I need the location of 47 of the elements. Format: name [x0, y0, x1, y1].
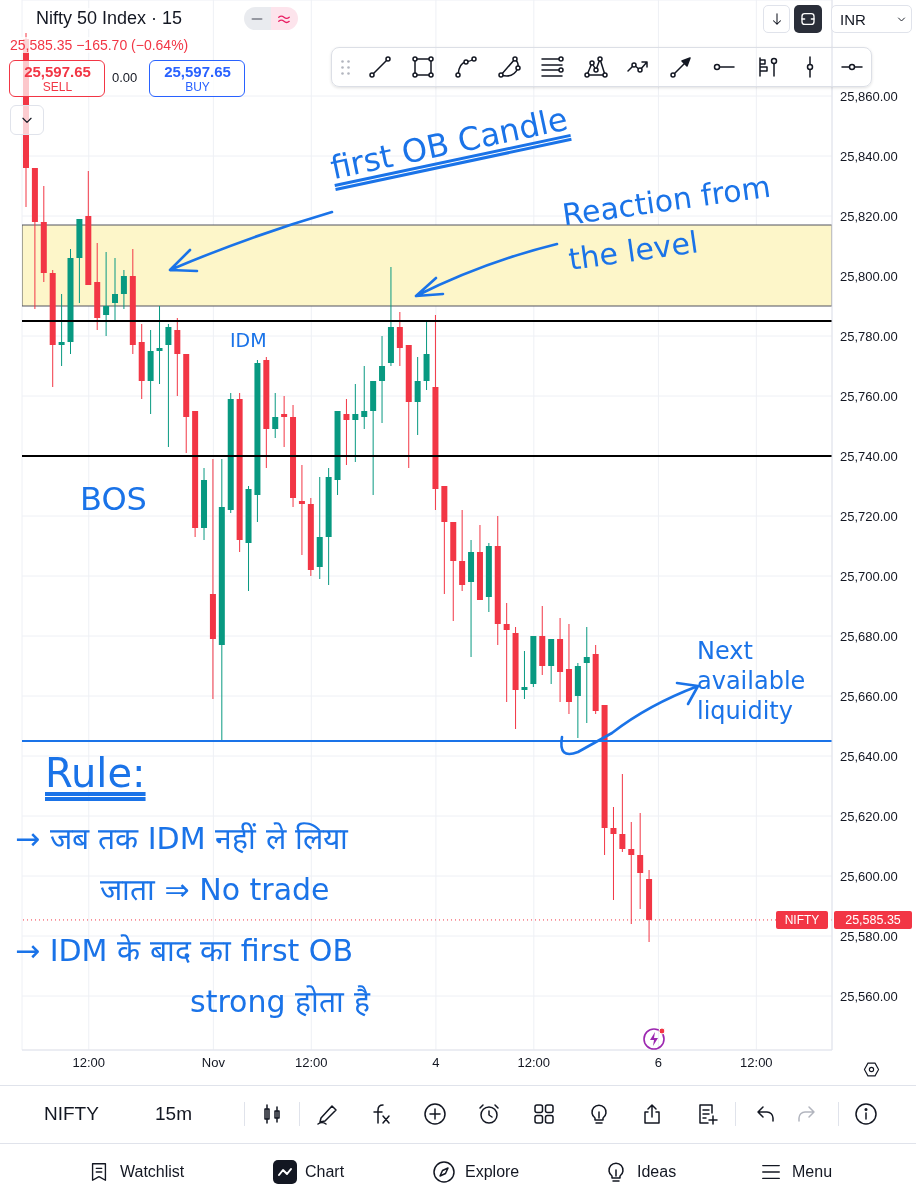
y-tick-label: 25,780.00 — [840, 328, 898, 344]
y-tick-label: 25,680.00 — [840, 628, 898, 644]
y-tick-label: 25,620.00 — [840, 808, 898, 824]
annotation: Next available liquidity — [697, 636, 807, 726]
annotation: → जब तक IDM नहीं ले लिया — [15, 821, 349, 857]
annotation: जाता ⇒ No trade — [100, 872, 330, 908]
y-tick-label: 25,820.00 — [840, 208, 898, 224]
annotation: 0.00 — [112, 70, 138, 86]
text: Menu — [792, 1163, 833, 1182]
text: INR — [840, 11, 866, 29]
text: Ideas — [637, 1163, 677, 1182]
annotation: SELL — [41, 80, 74, 95]
y-tick-label: 25,560.00 — [840, 988, 898, 1004]
ref-line-label: BOS — [80, 480, 147, 518]
x-tick-label: 12:00 — [517, 1055, 551, 1071]
x-tick-label: 12:00 — [72, 1055, 106, 1071]
text: Watchlist — [120, 1163, 185, 1182]
annotation: strong होता है — [190, 984, 370, 1020]
annotation: 25,597.65 — [163, 63, 232, 81]
text: NIFTY — [44, 1103, 99, 1125]
text: Chart — [305, 1163, 345, 1182]
x-tick-label: 12:00 — [295, 1055, 328, 1071]
x-tick-label: 12:00 — [740, 1055, 773, 1071]
text: Explore — [465, 1163, 520, 1182]
text: 15m — [155, 1103, 192, 1125]
y-tick-label: 25,800.00 — [840, 268, 898, 284]
y-tick-label: 25,720.00 — [840, 508, 898, 524]
y-tick-label: 25,600.00 — [840, 868, 898, 884]
annotation: 25,597.65 — [23, 63, 92, 81]
text: 25,585.35 — [834, 911, 912, 929]
y-tick-label: 25,860.00 — [840, 88, 898, 104]
annotation: BUY — [184, 80, 211, 95]
text: 25,585.35 −165.70 (−0.64%) — [10, 37, 189, 54]
y-tick-label: 25,660.00 — [840, 688, 898, 704]
x-tick-label: 6 — [654, 1055, 663, 1071]
ref-line-label: NIFTY — [784, 913, 820, 928]
y-tick-label: 25,760.00 — [840, 388, 898, 404]
y-tick-label: 25,580.00 — [840, 928, 898, 944]
chart-title: Nifty 50 Index · 15 — [36, 8, 183, 29]
y-tick-label: 25,740.00 — [840, 448, 898, 464]
y-tick-label: 25,840.00 — [840, 148, 898, 164]
annotation: → IDM के बाद का first OB — [15, 933, 354, 969]
ref-line-label: IDM — [230, 329, 267, 351]
x-tick-label: 4 — [432, 1055, 440, 1071]
x-tick-label: Nov — [201, 1055, 226, 1071]
y-tick-label: 25,700.00 — [840, 568, 898, 584]
y-tick-label: 25,640.00 — [840, 748, 898, 764]
